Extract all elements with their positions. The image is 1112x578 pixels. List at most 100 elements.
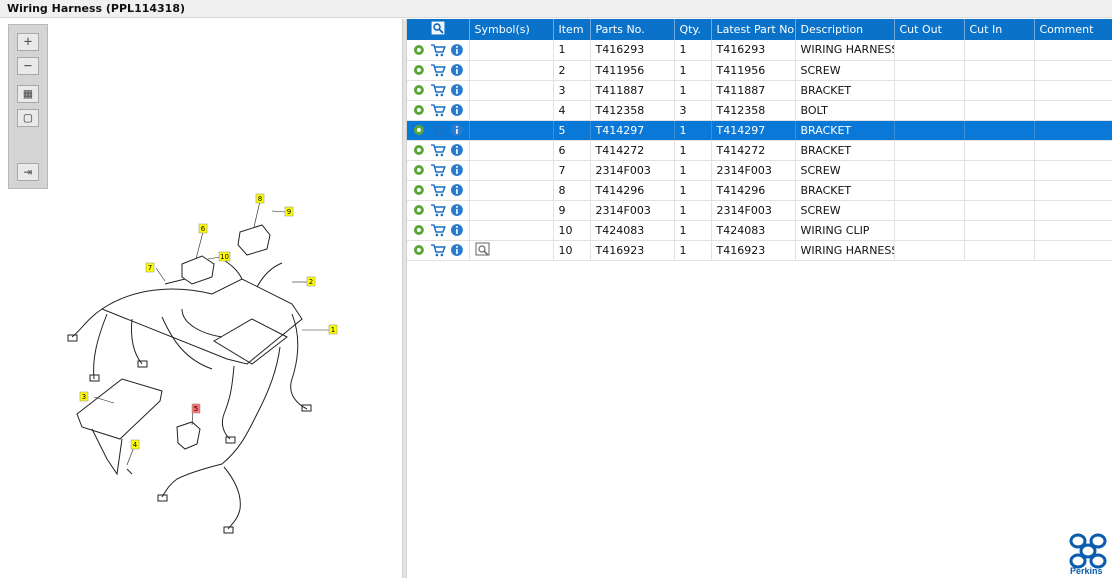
cell-cut-in[interactable] xyxy=(964,120,1035,141)
cell-description[interactable]: BRACKET xyxy=(795,120,895,141)
cell-symbols[interactable] xyxy=(469,100,554,121)
header-find[interactable] xyxy=(407,19,470,40)
callout-2[interactable]: 2 xyxy=(306,276,316,287)
cell-description[interactable]: SCREW xyxy=(795,200,895,221)
cell-item[interactable]: 10 xyxy=(553,240,591,261)
cell-symbols[interactable] xyxy=(469,60,554,81)
cell-latest-part-no[interactable]: T412358 xyxy=(711,100,796,121)
header-cut-out[interactable]: Cut Out xyxy=(894,19,965,40)
callout-6[interactable]: 6 xyxy=(198,223,208,234)
cell-latest-part-no[interactable]: T411956 xyxy=(711,60,796,81)
cell-item[interactable]: 1 xyxy=(553,40,591,61)
table-row[interactable]: 10 T424083 1 T424083 WIRING CLIP xyxy=(407,220,1112,241)
cell-comment[interactable] xyxy=(1034,40,1112,61)
cell-cut-out[interactable] xyxy=(894,140,965,161)
cell-qty[interactable]: 1 xyxy=(674,200,712,221)
cell-comment[interactable] xyxy=(1034,120,1112,141)
cell-latest-part-no[interactable]: 2314F003 xyxy=(711,160,796,181)
cell-qty[interactable]: 3 xyxy=(674,100,712,121)
cell-comment[interactable] xyxy=(1034,60,1112,81)
zoom-out-button[interactable]: − xyxy=(17,57,39,75)
cell-qty[interactable]: 1 xyxy=(674,80,712,101)
callout-7[interactable]: 7 xyxy=(145,262,155,273)
cell-cut-out[interactable] xyxy=(894,120,965,141)
cell-cut-in[interactable] xyxy=(964,80,1035,101)
cell-qty[interactable]: 1 xyxy=(674,140,712,161)
header-description[interactable]: Description xyxy=(795,19,895,40)
cell-item[interactable]: 10 xyxy=(553,220,591,241)
cell-parts-no[interactable]: T416923 xyxy=(590,240,675,261)
cell-description[interactable]: WIRING HARNESS xyxy=(795,240,895,261)
cell-cut-out[interactable] xyxy=(894,160,965,181)
cell-comment[interactable] xyxy=(1034,200,1112,221)
cell-cut-out[interactable] xyxy=(894,40,965,61)
header-item[interactable]: Item xyxy=(553,19,591,40)
cell-description[interactable]: BRACKET xyxy=(795,140,895,161)
cell-symbols[interactable] xyxy=(469,240,554,261)
fit-window-button[interactable]: ▢ xyxy=(17,109,39,127)
cell-comment[interactable] xyxy=(1034,220,1112,241)
cell-cut-in[interactable] xyxy=(964,60,1035,81)
toggle-panel-button[interactable]: ⇥ xyxy=(17,163,39,181)
cell-symbols[interactable] xyxy=(469,40,554,61)
table-row[interactable]: 7 2314F003 1 2314F003 SCREW xyxy=(407,160,1112,181)
cell-cut-out[interactable] xyxy=(894,180,965,201)
cell-description[interactable]: BOLT xyxy=(795,100,895,121)
header-parts-no[interactable]: Parts No. xyxy=(590,19,675,40)
cell-parts-no[interactable]: T411887 xyxy=(590,80,675,101)
cell-cut-out[interactable] xyxy=(894,200,965,221)
cell-cut-out[interactable] xyxy=(894,60,965,81)
cell-description[interactable]: WIRING HARNESS xyxy=(795,40,895,61)
cell-symbols[interactable] xyxy=(469,160,554,181)
exploded-diagram[interactable]: 1 2 3 4 5 6 7 xyxy=(2,19,401,578)
cell-cut-in[interactable] xyxy=(964,240,1035,261)
cell-symbols[interactable] xyxy=(469,220,554,241)
cell-qty[interactable]: 1 xyxy=(674,180,712,201)
cell-description[interactable]: BRACKET xyxy=(795,180,895,201)
cell-cut-in[interactable] xyxy=(964,40,1035,61)
cell-latest-part-no[interactable]: T424083 xyxy=(711,220,796,241)
table-row[interactable]: 6 T414272 1 T414272 BRACKET xyxy=(407,140,1112,161)
pane-splitter[interactable] xyxy=(402,19,407,578)
table-row[interactable]: 5 T414297 1 T414297 BRACKET xyxy=(407,120,1112,141)
cell-latest-part-no[interactable]: T414296 xyxy=(711,180,796,201)
cell-latest-part-no[interactable]: 2314F003 xyxy=(711,200,796,221)
cell-item[interactable]: 6 xyxy=(553,140,591,161)
table-row[interactable]: 2 T411956 1 T411956 SCREW xyxy=(407,60,1112,81)
cell-comment[interactable] xyxy=(1034,180,1112,201)
fit-all-button[interactable]: ▦ xyxy=(17,85,39,103)
cell-qty[interactable]: 1 xyxy=(674,240,712,261)
callout-1[interactable]: 1 xyxy=(328,324,338,335)
diagram-pane[interactable]: 1 2 3 4 5 6 7 xyxy=(2,19,401,578)
header-qty[interactable]: Qty. xyxy=(674,19,712,40)
cell-symbols[interactable] xyxy=(469,180,554,201)
table-row[interactable]: 8 T414296 1 T414296 BRACKET xyxy=(407,180,1112,201)
callout-5-highlighted[interactable]: 5 xyxy=(191,403,201,414)
cell-item[interactable]: 8 xyxy=(553,180,591,201)
cell-comment[interactable] xyxy=(1034,240,1112,261)
cell-qty[interactable]: 1 xyxy=(674,160,712,181)
cell-latest-part-no[interactable]: T414297 xyxy=(711,120,796,141)
table-row[interactable]: 1 T416293 1 T416293 WIRING HARNESS xyxy=(407,40,1112,61)
cell-qty[interactable]: 1 xyxy=(674,40,712,61)
cell-cut-out[interactable] xyxy=(894,220,965,241)
cell-latest-part-no[interactable]: T416923 xyxy=(711,240,796,261)
cell-description[interactable]: SCREW xyxy=(795,160,895,181)
cell-comment[interactable] xyxy=(1034,100,1112,121)
cell-latest-part-no[interactable]: T416293 xyxy=(711,40,796,61)
cell-parts-no[interactable]: T414297 xyxy=(590,120,675,141)
cell-item[interactable]: 7 xyxy=(553,160,591,181)
cell-latest-part-no[interactable]: T414272 xyxy=(711,140,796,161)
cell-cut-in[interactable] xyxy=(964,160,1035,181)
cell-comment[interactable] xyxy=(1034,140,1112,161)
header-comment[interactable]: Comment xyxy=(1034,19,1112,40)
callout-10[interactable]: 10 xyxy=(218,251,231,262)
cell-latest-part-no[interactable]: T411887 xyxy=(711,80,796,101)
cell-cut-out[interactable] xyxy=(894,100,965,121)
cell-symbols[interactable] xyxy=(469,200,554,221)
cell-item[interactable]: 4 xyxy=(553,100,591,121)
cell-description[interactable]: BRACKET xyxy=(795,80,895,101)
cell-parts-no[interactable]: T411956 xyxy=(590,60,675,81)
cell-description[interactable]: WIRING CLIP xyxy=(795,220,895,241)
callout-9[interactable]: 9 xyxy=(284,206,294,217)
